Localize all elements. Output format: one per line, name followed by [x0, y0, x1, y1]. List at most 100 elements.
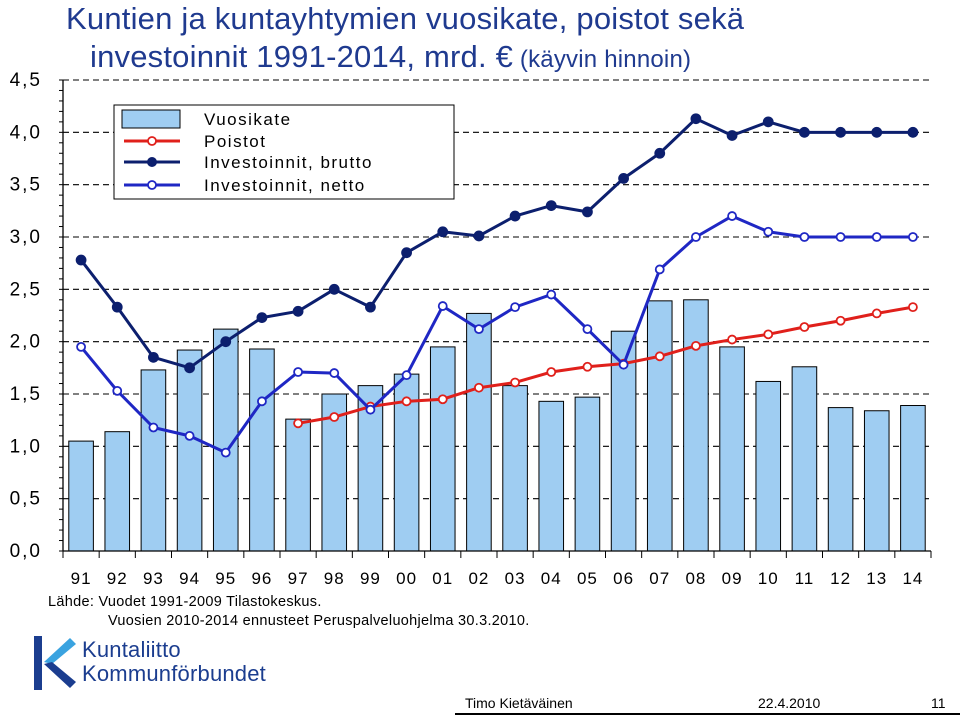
bar: [140, 369, 167, 552]
footer-date: 22.4.2010: [758, 695, 821, 711]
data-point: [726, 130, 738, 141]
data-point: [437, 226, 449, 238]
data-point: [510, 302, 520, 313]
data-point: [76, 341, 86, 352]
data-point: [871, 126, 883, 138]
data-point: [654, 264, 665, 275]
kuntaliitto-emblem-icon: [34, 636, 76, 690]
x-tick-label: 13: [866, 569, 887, 588]
legend-swatch-vuosikate: [121, 109, 181, 129]
data-point: [329, 412, 340, 422]
bar: [755, 380, 782, 552]
x-tick-label: 97: [288, 569, 309, 588]
data-point: [871, 232, 882, 242]
data-point: [908, 302, 918, 313]
bar: [900, 405, 926, 552]
bar: [683, 299, 709, 552]
legend-marker-brutto: [147, 157, 157, 167]
data-point: [654, 351, 665, 362]
title-line-2: investoinnit 1991-2014, mrd. €: [90, 39, 514, 74]
legend: Vuosikate Poistot Investoinnit, brutto I…: [113, 104, 455, 200]
data-point: [618, 359, 629, 370]
data-point: [763, 226, 774, 237]
bar: [574, 396, 601, 552]
data-point: [184, 430, 195, 441]
bar: [863, 410, 890, 552]
x-tick-label: 10: [758, 569, 779, 588]
source-line-1: Lähde: Vuodet 1991-2009 Tilastokeskus.: [48, 594, 322, 610]
y-tick-label: 0,5: [10, 489, 42, 510]
x-tick-label: 02: [468, 569, 489, 588]
data-point: [112, 385, 123, 396]
x-tick-label: 91: [71, 569, 92, 588]
data-point: [799, 126, 810, 138]
x-tick-label: 92: [107, 569, 128, 588]
data-point: [328, 283, 340, 295]
y-tick-label: 1,5: [10, 384, 42, 405]
data-point: [907, 126, 919, 138]
bar: [104, 431, 131, 552]
logo-text: Kuntaliitto Kommunförbundet: [82, 638, 266, 686]
data-point: [256, 312, 268, 323]
x-tick-label: 95: [215, 569, 236, 588]
data-point: [292, 305, 304, 317]
data-point: [546, 289, 557, 300]
x-tick-label: 93: [143, 569, 164, 588]
data-point: [691, 340, 701, 351]
data-point: [365, 404, 376, 415]
data-point: [220, 336, 232, 348]
data-point: [474, 324, 484, 335]
data-point: [401, 247, 412, 259]
data-point: [582, 324, 593, 335]
x-tick-label: 03: [505, 569, 526, 588]
data-point: [908, 232, 918, 242]
data-point: [654, 147, 666, 159]
data-point: [473, 230, 485, 242]
data-point: [509, 210, 521, 222]
legend-label-netto: Investoinnit, netto: [204, 176, 366, 195]
data-point: [329, 368, 340, 378]
title-line-1: Kuntien ja kuntayhtymien vuosikate, pois…: [66, 1, 745, 36]
data-point: [727, 334, 737, 345]
footer-rule: [455, 713, 960, 715]
data-point: [727, 211, 737, 221]
axes: [59, 79, 932, 558]
data-point: [220, 447, 231, 458]
x-tick-label: 11: [795, 569, 815, 588]
kuntaliitto-logo: Kuntaliitto Kommunförbundet: [30, 632, 290, 696]
bar: [538, 400, 565, 552]
bar-series: [68, 299, 926, 552]
bar: [502, 385, 528, 552]
y-tick-label: 1,0: [10, 436, 42, 457]
bar: [176, 349, 203, 552]
chart-title: Kuntien ja kuntayhtymien vuosikate, pois…: [66, 0, 744, 79]
y-tick-label: 0,0: [10, 541, 42, 562]
data-point: [365, 301, 376, 313]
data-point: [618, 172, 629, 184]
x-tick-label: 04: [541, 569, 562, 588]
data-point: [148, 351, 159, 363]
legend-label-poistot: Poistot: [204, 132, 266, 151]
x-tick-label: 12: [830, 569, 851, 588]
x-tick-label: 94: [179, 569, 200, 588]
bar: [719, 346, 745, 552]
data-point: [111, 301, 123, 313]
y-tick-label: 3,0: [10, 227, 42, 248]
bar: [68, 440, 94, 552]
bar: [791, 366, 818, 552]
x-tick-label: 98: [324, 569, 345, 588]
data-point: [293, 367, 303, 377]
data-point: [835, 315, 846, 326]
data-point: [545, 200, 557, 212]
y-tick-label: 4,5: [10, 70, 42, 91]
legend-label-vuosikate: Vuosikate: [204, 110, 292, 129]
data-point: [762, 116, 774, 128]
y-tick-label: 2,5: [10, 279, 42, 300]
footer-page-number: 11: [931, 695, 946, 711]
data-point: [835, 232, 846, 242]
data-point: [401, 370, 412, 381]
legend-label-brutto: Investoinnit, brutto: [204, 153, 373, 172]
line-series: [75, 113, 919, 458]
data-point: [148, 422, 159, 433]
